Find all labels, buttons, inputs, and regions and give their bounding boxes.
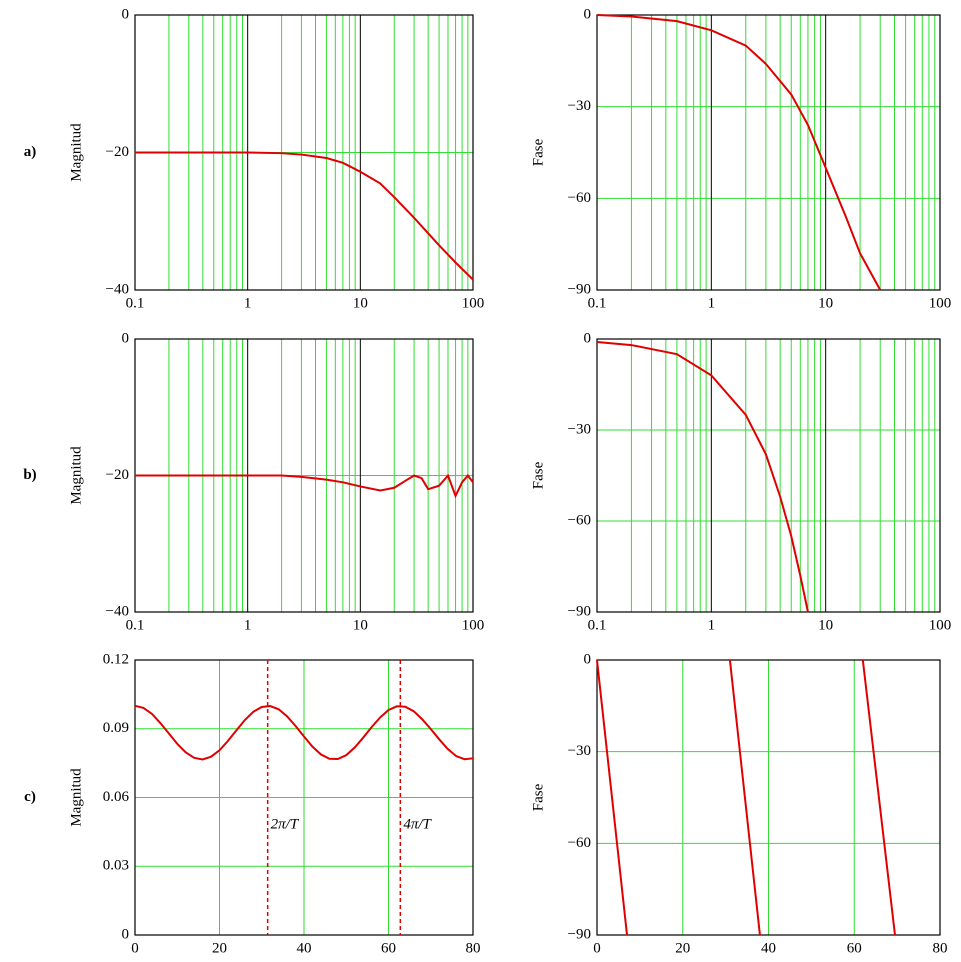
y-axis-label: Magnitud: [68, 768, 84, 827]
y-tick-label: 0.12: [103, 651, 129, 667]
x-tick-label: 100: [462, 295, 485, 311]
x-tick-label: 0.1: [126, 295, 145, 311]
x-tick-label: 1: [244, 295, 252, 311]
y-tick-label: 0: [584, 330, 592, 346]
x-tick-label: 20: [675, 940, 690, 956]
x-tick-label: 1: [708, 295, 716, 311]
plot-frame: [596, 659, 941, 936]
x-tick-label: 60: [847, 940, 862, 956]
x-tick-label: 20: [212, 940, 227, 956]
y-tick-label: −90: [568, 603, 591, 619]
y-tick-label: 0.06: [103, 789, 130, 805]
y-axis-label: Fase: [530, 783, 546, 811]
x-tick-label: 40: [761, 940, 776, 956]
x-tick-label: 10: [353, 295, 368, 311]
x-tick-label: 10: [818, 295, 833, 311]
marker-label: 2π/T: [271, 816, 300, 832]
panel-label: c): [24, 789, 36, 805]
data-line: [134, 704, 474, 761]
plot-frame: [596, 14, 941, 291]
y-tick-label: −30: [568, 421, 591, 437]
data-line: [596, 14, 882, 291]
plot-frame: [134, 659, 474, 936]
y-tick-label: 0: [122, 6, 130, 22]
x-tick-label: 0.1: [588, 617, 607, 633]
y-axis-label: Magnitud: [68, 123, 84, 182]
y-tick-label: −30: [568, 743, 591, 759]
y-axis-label: Fase: [530, 138, 546, 166]
y-tick-label: 0.09: [103, 720, 129, 736]
x-tick-label: 60: [381, 940, 396, 956]
y-tick-label: −60: [568, 512, 591, 528]
x-tick-label: 0: [131, 940, 139, 956]
y-tick-label: 0: [122, 926, 130, 942]
plot-frame: [596, 338, 941, 613]
y-tick-label: 0: [584, 651, 592, 667]
y-tick-label: −90: [568, 926, 591, 942]
x-tick-label: 0: [593, 940, 601, 956]
x-tick-label: 80: [933, 940, 948, 956]
y-tick-label: 0.03: [103, 858, 129, 874]
panel-label: a): [24, 144, 37, 160]
x-tick-label: 10: [353, 617, 368, 633]
x-tick-label: 1: [708, 617, 716, 633]
x-tick-label: 0.1: [588, 295, 607, 311]
marker-label: 4π/T: [403, 816, 432, 832]
x-tick-label: 100: [929, 295, 952, 311]
x-tick-label: 100: [929, 617, 952, 633]
x-tick-label: 1: [244, 617, 252, 633]
y-tick-label: −40: [106, 281, 129, 297]
y-axis-label: Fase: [530, 461, 546, 489]
x-tick-label: 80: [466, 940, 481, 956]
y-tick-label: −20: [106, 144, 129, 160]
data-line: [596, 659, 896, 936]
x-tick-label: 100: [462, 617, 485, 633]
data-line: [135, 151, 474, 281]
y-tick-label: 0: [584, 6, 592, 22]
y-tick-label: −90: [568, 281, 591, 297]
data-line: [135, 473, 474, 499]
panel-label: b): [23, 467, 36, 483]
y-tick-label: −40: [106, 603, 129, 619]
y-tick-label: −60: [568, 835, 591, 851]
data-line: [596, 341, 809, 613]
x-tick-label: 0.1: [126, 617, 145, 633]
y-tick-label: −20: [106, 467, 129, 483]
y-tick-label: −30: [568, 98, 591, 114]
y-tick-label: 0: [122, 330, 130, 346]
x-tick-label: 10: [818, 617, 833, 633]
x-tick-label: 40: [297, 940, 312, 956]
y-axis-label: Magnitud: [68, 446, 84, 505]
y-tick-label: −60: [568, 190, 591, 206]
